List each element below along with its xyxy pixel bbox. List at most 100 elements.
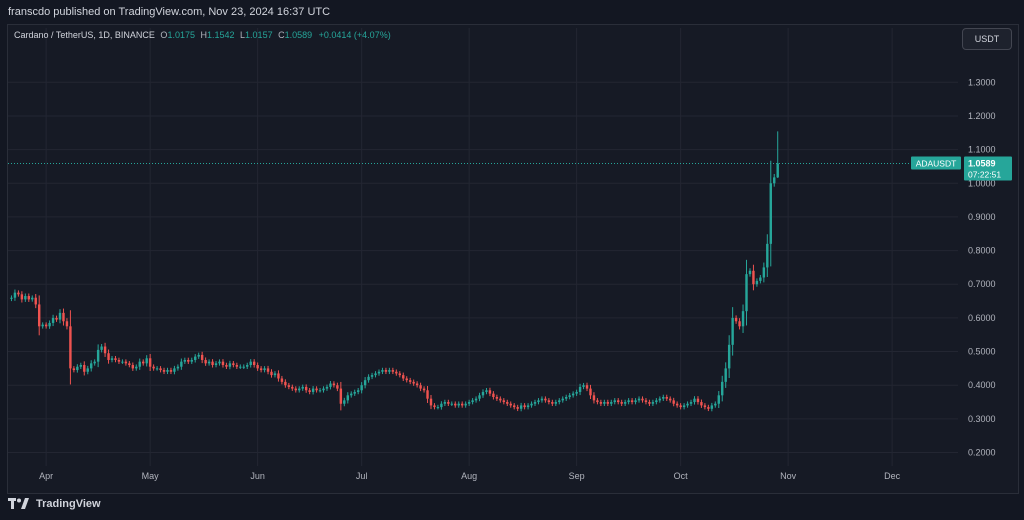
candle-body — [183, 359, 187, 362]
y-tick-label: 0.9000 — [968, 212, 996, 222]
candle-body — [159, 368, 162, 371]
candle-body — [766, 243, 769, 268]
candle-body — [79, 365, 83, 367]
candle-body — [457, 403, 460, 406]
candle-body — [339, 388, 343, 404]
candle-body — [173, 368, 176, 372]
candle-body — [564, 397, 568, 399]
candle-body — [408, 380, 412, 382]
candle-body — [100, 346, 103, 350]
candle-body — [301, 386, 304, 389]
candle-body — [194, 356, 197, 360]
candle-body — [89, 363, 93, 369]
candle-body — [381, 370, 384, 372]
candle-body — [644, 400, 648, 403]
candle-body — [686, 403, 689, 406]
candle-body — [637, 398, 641, 401]
candle-body — [734, 317, 738, 322]
candle-body — [284, 381, 287, 386]
y-tick-label: 0.4000 — [968, 380, 996, 390]
candle-body — [502, 400, 506, 403]
candle-body — [454, 403, 457, 406]
candle-body — [145, 358, 148, 364]
high-value: 1.1542 — [206, 30, 235, 40]
candle-body — [346, 395, 349, 401]
close-label: C — [278, 30, 285, 40]
candle-body — [69, 326, 72, 369]
candle-body — [606, 402, 610, 404]
candle-body — [322, 388, 325, 391]
candle-body — [34, 297, 37, 305]
candle-body — [596, 400, 599, 403]
candle-body — [48, 322, 51, 327]
candle-body — [228, 363, 232, 367]
candle-body — [492, 393, 495, 397]
candle-body — [773, 177, 776, 184]
tradingview-footer[interactable]: TradingView — [8, 497, 101, 510]
candle-body — [599, 402, 603, 404]
ticker-badge — [911, 156, 961, 170]
currency-button[interactable]: USDT — [962, 28, 1012, 50]
candle-body — [568, 395, 571, 397]
candle-body — [710, 405, 714, 409]
candle-body — [540, 398, 544, 401]
candle-body — [717, 395, 720, 404]
x-tick-label: Sep — [569, 471, 585, 481]
candle-body — [107, 353, 110, 360]
candle-body — [360, 385, 363, 391]
candle-body — [447, 402, 450, 404]
candle-body — [24, 296, 27, 300]
tradingview-brand: TradingView — [36, 497, 101, 510]
tradingview-logo-icon — [8, 498, 29, 509]
candle-body — [519, 405, 523, 409]
candle-body — [641, 398, 644, 401]
candle-body — [651, 402, 655, 404]
candle-body — [142, 361, 145, 364]
candle-body — [748, 270, 752, 275]
candle-body — [298, 388, 301, 391]
candle-body — [83, 365, 86, 372]
candle-body — [304, 386, 308, 391]
candle-body — [287, 385, 291, 387]
candle-body — [200, 354, 204, 360]
candle-body — [481, 391, 485, 396]
candle-body — [343, 400, 346, 404]
candle-body — [218, 361, 221, 364]
x-tick-label: Aug — [461, 471, 477, 481]
low-value: 1.0157 — [245, 30, 273, 40]
symbol-label[interactable]: Cardano / TetherUS, 1D, BINANCE — [14, 30, 155, 40]
candle-body — [665, 397, 668, 399]
candle-body — [41, 324, 44, 327]
candle-body — [526, 405, 530, 408]
candle-body — [221, 361, 225, 366]
candle-body — [655, 400, 658, 403]
candle-body — [617, 400, 620, 403]
close-value: 1.0589 — [284, 30, 313, 40]
candle-body — [114, 358, 117, 360]
candle-body — [256, 365, 259, 369]
candle-body — [630, 400, 634, 403]
candle-body — [769, 183, 772, 244]
candle-body — [530, 403, 533, 406]
candle-body — [721, 381, 724, 396]
candle-body — [363, 380, 367, 386]
candle-body — [460, 403, 464, 406]
x-tick-label: May — [142, 471, 160, 481]
y-tick-label: 0.3000 — [968, 414, 996, 424]
candle-body — [162, 370, 166, 372]
chart-pane[interactable] — [7, 24, 1019, 494]
ohlc-legend: Cardano / TetherUS, 1D, BINANCE O1.0175 … — [14, 30, 391, 40]
candle-body — [741, 311, 745, 327]
candle-body — [731, 317, 734, 345]
candle-body — [325, 386, 329, 389]
candle-body — [585, 385, 589, 389]
candle-body — [266, 368, 270, 372]
candle-body — [623, 402, 627, 404]
candle-body — [367, 376, 370, 381]
candle-body — [155, 368, 159, 370]
candle-body — [551, 402, 554, 404]
candle-body — [277, 373, 280, 379]
candle-body — [700, 402, 703, 406]
candle-body — [176, 366, 180, 369]
